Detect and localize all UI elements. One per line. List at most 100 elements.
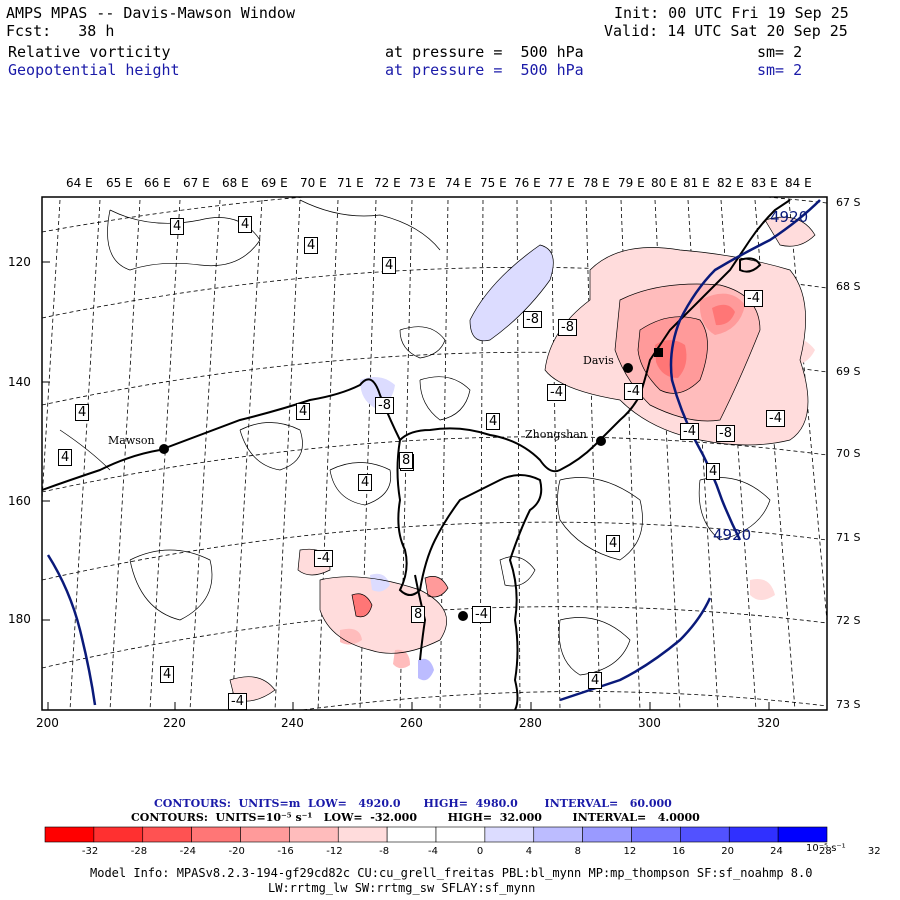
color-bar-cell: [435, 826, 486, 843]
contour-label: 8: [411, 606, 426, 623]
legend-height-contours: CONTOURS: UNITS=m LOW= 4920.0 HIGH= 4980…: [154, 797, 672, 810]
height-contour-label: 4920: [713, 526, 752, 544]
lon-label: 79 E: [618, 176, 645, 190]
station-markers: [159, 348, 663, 621]
station-marker-mawson: [159, 444, 169, 454]
lat-label: 71 S: [836, 531, 861, 544]
contour-label: -4: [472, 606, 491, 623]
contour-label: 4: [486, 413, 501, 430]
contour-label: 8: [399, 452, 414, 469]
color-bar-cell: [337, 826, 388, 843]
color-bar-tick: -12: [326, 846, 343, 857]
contour-label: 4: [588, 672, 603, 689]
contour-label: -4: [547, 384, 566, 401]
x-tick: 280: [519, 716, 542, 730]
lon-label: 82 E: [717, 176, 744, 190]
lon-label: 80 E: [651, 176, 678, 190]
contour-label: 4: [170, 218, 185, 235]
lon-label: 66 E: [144, 176, 171, 190]
color-bar-cell: [680, 826, 730, 843]
color-bar-tick: -32: [81, 846, 99, 857]
color-bar-tick: 4: [525, 846, 533, 857]
station-marker-inland: [458, 611, 468, 621]
y-tick: 160: [8, 494, 31, 508]
lat-label: 68 S: [836, 280, 861, 293]
init-time: Init: 00 UTC Fri 19 Sep 25: [614, 4, 849, 22]
color-bar-tick: -8: [379, 846, 390, 857]
color-bar-tick: 8: [574, 846, 581, 857]
lon-label: 73 E: [409, 176, 436, 190]
contour-label: 4: [58, 449, 73, 466]
lon-label: 81 E: [683, 176, 710, 190]
color-bar-cell: [142, 826, 192, 843]
axis-ticks: [42, 261, 770, 710]
model-info-line2: LW:rrtmg_lw SW:rrtmg_sw SFLAY:sf_mynn: [268, 881, 536, 895]
color-bar-cell: [191, 826, 241, 843]
field2-name: Geopotential height: [8, 61, 180, 79]
lon-label: 83 E: [751, 176, 778, 190]
color-bar-tick: 24: [770, 846, 783, 857]
contour-label: -8: [523, 311, 542, 328]
color-bar-units: 10⁻⁵ s⁻¹: [806, 843, 846, 854]
contour-label: -4: [314, 550, 333, 567]
lat-label: 69 S: [836, 365, 861, 378]
lat-label: 73 S: [836, 698, 861, 711]
station-label-davis: Davis: [583, 354, 614, 367]
contour-label: 4: [238, 216, 253, 233]
lon-label: 75 E: [480, 176, 507, 190]
height-contour-label: 4920: [770, 208, 809, 226]
x-tick: 300: [638, 716, 661, 730]
color-bar-cell: [386, 826, 437, 843]
contour-label: 4: [160, 666, 175, 683]
lon-label: 70 E: [300, 176, 327, 190]
lon-label: 84 E: [785, 176, 812, 190]
map-frame: [41, 196, 828, 711]
station-label-zhongshan: Zhongshan: [525, 428, 587, 441]
lon-label: 77 E: [548, 176, 575, 190]
field1-name: Relative vorticity: [8, 43, 171, 61]
color-bar-tick: 12: [623, 846, 637, 857]
contour-label: 4: [706, 463, 721, 480]
lon-label: 76 E: [514, 176, 541, 190]
color-bar-tick: 0: [476, 846, 484, 857]
color-bar-tick: -20: [228, 846, 245, 857]
contour-label: -8: [375, 397, 394, 414]
legend-vorticity-contours: CONTOURS: UNITS=10⁻⁵ s⁻¹ LOW= -32.000 HI…: [131, 811, 700, 824]
lat-label: 67 S: [836, 196, 861, 209]
lat-label: 72 S: [836, 614, 861, 627]
plot-title: AMPS MPAS -- Davis-Mawson Window: [6, 4, 295, 22]
y-tick: 180: [8, 612, 31, 626]
field1-sm: sm= 2: [757, 43, 803, 61]
color-bar-tick: -4: [428, 846, 438, 857]
color-bar-cell: [93, 826, 144, 843]
height-contour-4920: [46, 199, 821, 706]
color-bar-cell: [484, 826, 535, 843]
station-marker-zhongshan: [596, 436, 606, 446]
contour-label: 4: [304, 237, 319, 254]
forecast-hour: Fcst: 38 h: [6, 22, 115, 40]
station-marker-aws: [654, 348, 663, 357]
model-info-line1: Model Info: MPASv8.2.3-194-gf29cd82c CU:…: [90, 866, 813, 880]
station-label-mawson: Mawson: [108, 434, 155, 447]
color-bar-tick: 28: [819, 846, 832, 857]
lat-label: 70 S: [836, 447, 861, 460]
color-bar-cell: [777, 826, 828, 843]
contour-label: -4: [228, 693, 247, 710]
color-bar-tick: 16: [672, 846, 686, 857]
x-tick: 220: [163, 716, 186, 730]
x-tick: 320: [757, 716, 780, 730]
color-bar-tick: -28: [130, 846, 148, 857]
vorticity-shading: [230, 217, 815, 702]
contour-label: 4: [358, 474, 373, 491]
contour-label: -4: [680, 423, 699, 440]
contour-label: -8: [558, 319, 577, 336]
lon-label: 74 E: [445, 176, 472, 190]
contour-label: -4: [744, 290, 763, 307]
valid-time: Valid: 14 UTC Sat 20 Sep 25: [604, 22, 848, 40]
lon-label: 78 E: [583, 176, 610, 190]
x-tick: 200: [36, 716, 59, 730]
lon-label: 65 E: [106, 176, 133, 190]
x-tick: 240: [281, 716, 304, 730]
color-bar-cell: [533, 826, 583, 843]
